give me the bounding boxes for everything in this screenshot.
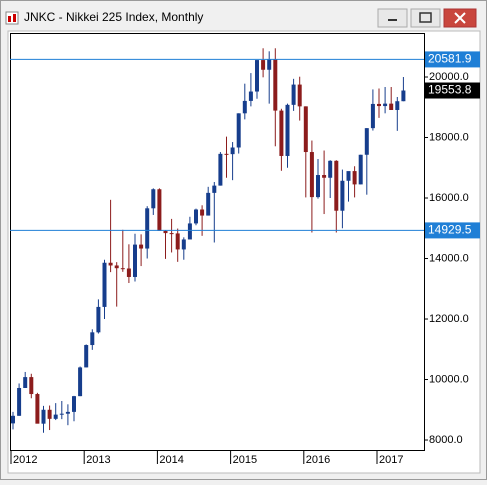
y-tick-label: 18000.0 xyxy=(429,131,469,143)
candle-body xyxy=(11,415,15,424)
y-tick-label: 10000.0 xyxy=(429,373,469,385)
candle-body xyxy=(120,268,125,270)
candle-body xyxy=(200,209,205,216)
candle-body xyxy=(114,265,119,269)
candle-body xyxy=(303,106,308,153)
candle-body xyxy=(267,59,272,70)
candle-body xyxy=(364,128,369,155)
window-title: JNKC - Nikkei 225 Index, Monthly xyxy=(24,10,203,24)
candle-body xyxy=(334,160,339,211)
level-label-box xyxy=(425,222,480,239)
candle-body xyxy=(90,332,95,346)
candle-body xyxy=(255,60,259,92)
candle-body xyxy=(78,367,83,397)
candle-body xyxy=(151,189,156,209)
minimize-button[interactable] xyxy=(377,8,408,28)
candle-body xyxy=(102,262,107,307)
y-tick-label: 20000.0 xyxy=(429,71,469,83)
candle-body xyxy=(194,209,198,224)
candle-body xyxy=(145,208,150,249)
app-icon-bar xyxy=(13,14,16,22)
candle-body xyxy=(395,101,400,110)
candle-body xyxy=(352,171,357,185)
last-price-label: 19553.8 xyxy=(428,83,472,97)
candle-body xyxy=(291,84,296,105)
candle-body xyxy=(322,175,327,178)
candle-body xyxy=(157,189,162,231)
candle-body xyxy=(389,103,394,110)
level-label-box xyxy=(425,51,480,68)
candle-body xyxy=(236,113,241,148)
candle-body xyxy=(206,192,211,216)
close-icon xyxy=(454,12,466,24)
x-tick-label: 2015 xyxy=(233,454,257,466)
candle-body xyxy=(133,244,137,277)
candle-body xyxy=(377,103,381,107)
candle-body xyxy=(53,414,58,419)
candle-body xyxy=(126,268,131,277)
candle-body xyxy=(370,103,375,129)
candle-body xyxy=(248,91,253,101)
y-tick-label: 12000.0 xyxy=(429,313,469,325)
plot-area xyxy=(10,33,425,451)
candle-body xyxy=(383,103,388,107)
candle-body xyxy=(242,100,247,114)
candle-body xyxy=(285,104,290,156)
candle-body xyxy=(65,411,70,414)
candle-body xyxy=(17,387,22,416)
candle-body xyxy=(59,413,64,415)
candle-body xyxy=(163,230,168,234)
candle-body xyxy=(328,160,333,178)
candle-body xyxy=(47,409,52,419)
candle-body xyxy=(358,154,363,185)
maximize-icon xyxy=(419,12,432,23)
x-tick-label: 2012 xyxy=(13,454,37,466)
candle-body xyxy=(297,84,302,107)
candle-body xyxy=(29,377,34,395)
x-tick-label: 2017 xyxy=(379,454,403,466)
candle-body xyxy=(346,171,351,181)
candle-body xyxy=(401,90,406,102)
candle-body xyxy=(96,306,101,333)
candle-body xyxy=(224,153,229,155)
candle-body xyxy=(261,60,266,70)
x-tick-label: 2016 xyxy=(306,454,330,466)
candle-body xyxy=(175,233,180,250)
candle-body xyxy=(139,244,144,249)
candle-body xyxy=(84,345,89,368)
candle-body xyxy=(309,152,314,198)
candle-body xyxy=(169,233,174,235)
candle-body xyxy=(187,223,192,240)
candle-body xyxy=(230,147,235,155)
x-tick-label: 2014 xyxy=(159,454,183,466)
candle-body xyxy=(108,262,113,266)
level-label: 14929.5 xyxy=(428,223,472,237)
candle-body xyxy=(35,394,40,424)
candle-body xyxy=(218,153,223,186)
candle-body xyxy=(23,377,28,388)
candle-body xyxy=(273,59,278,111)
level-label: 20581.9 xyxy=(428,52,472,66)
candle-body xyxy=(279,110,284,156)
candle-body xyxy=(41,409,46,424)
candle-body xyxy=(181,239,186,250)
maximize-button[interactable] xyxy=(410,8,441,28)
candle-body xyxy=(340,180,345,211)
candle-body xyxy=(212,185,217,193)
app-icon xyxy=(5,11,19,25)
app-icon-bar xyxy=(8,16,11,22)
y-tick-label: 16000.0 xyxy=(429,192,469,204)
last-price-box xyxy=(425,82,480,99)
x-tick-label: 2013 xyxy=(86,454,110,466)
candle-body xyxy=(316,175,320,198)
y-tick-label: 14000.0 xyxy=(429,252,469,264)
candle-body xyxy=(72,396,76,412)
y-tick-label: 8000.0 xyxy=(429,434,463,446)
